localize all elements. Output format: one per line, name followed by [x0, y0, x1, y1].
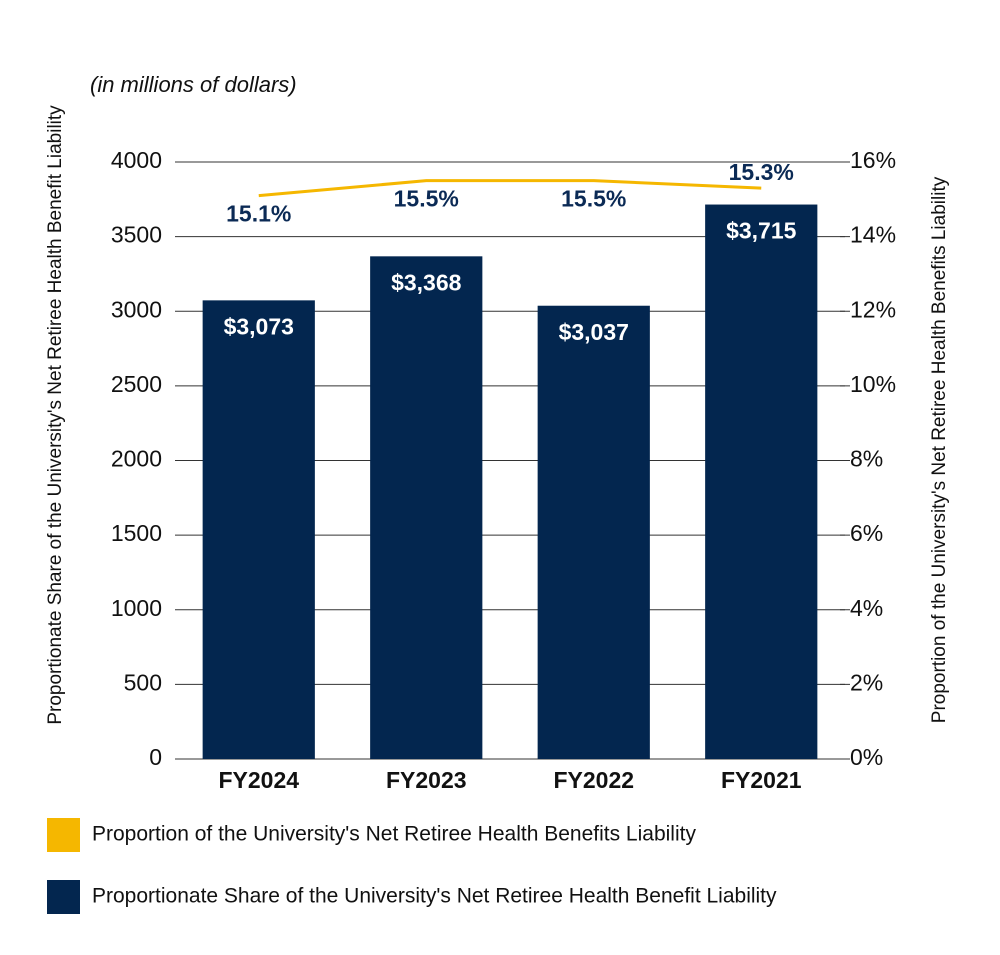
y-tick-label: 2500 — [111, 371, 162, 397]
bar — [705, 204, 818, 759]
x-tick-label: FY2023 — [386, 767, 467, 793]
legend-label: Proportionate Share of the University's … — [92, 885, 777, 908]
legend-swatch — [47, 880, 80, 914]
y-tick-label: 500 — [124, 669, 162, 695]
y2-tick-label: 8% — [850, 446, 883, 472]
y2-tick-label: 10% — [850, 371, 896, 397]
y2-tick-label: 4% — [850, 595, 883, 621]
line-value-label: 15.1% — [226, 201, 291, 227]
bar — [370, 256, 483, 759]
y2-tick-label: 16% — [850, 147, 896, 173]
legend-label: Proportion of the University's Net Retir… — [92, 823, 696, 846]
legend-swatch — [47, 818, 80, 852]
y-tick-label: 3500 — [111, 222, 162, 248]
y2-tick-label: 6% — [850, 520, 883, 546]
y2-tick-label: 2% — [850, 669, 883, 695]
y2-axis-title: Proportion of the University's Net Retir… — [929, 176, 950, 723]
y-tick-label: 4000 — [111, 147, 162, 173]
y-tick-label: 0 — [149, 744, 162, 770]
chart-subtitle: (in millions of dollars) — [90, 72, 297, 97]
line-value-label: 15.5% — [394, 186, 459, 212]
y-axis-title: Proportionate Share of the University's … — [45, 105, 66, 725]
y2-tick-label: 12% — [850, 296, 896, 322]
line-value-label: 15.3% — [729, 159, 794, 185]
line-value-label: 15.5% — [561, 186, 626, 212]
y-tick-label: 1500 — [111, 520, 162, 546]
x-tick-label: FY2024 — [218, 767, 299, 793]
bar-value-label: $3,715 — [726, 218, 797, 244]
y2-tick-label: 14% — [850, 222, 896, 248]
x-tick-label: FY2022 — [553, 767, 634, 793]
bar — [202, 300, 315, 759]
line — [258, 179, 762, 198]
bar-value-label: $3,073 — [224, 313, 294, 339]
bar-value-label: $3,368 — [391, 269, 462, 295]
y-tick-label: 2000 — [111, 446, 162, 472]
y-tick-label: 3000 — [111, 296, 162, 322]
y-tick-label: 1000 — [111, 595, 162, 621]
y2-tick-label: 0% — [850, 744, 883, 770]
bar — [537, 305, 650, 759]
bar-value-label: $3,037 — [559, 319, 629, 345]
x-tick-label: FY2021 — [721, 767, 802, 793]
